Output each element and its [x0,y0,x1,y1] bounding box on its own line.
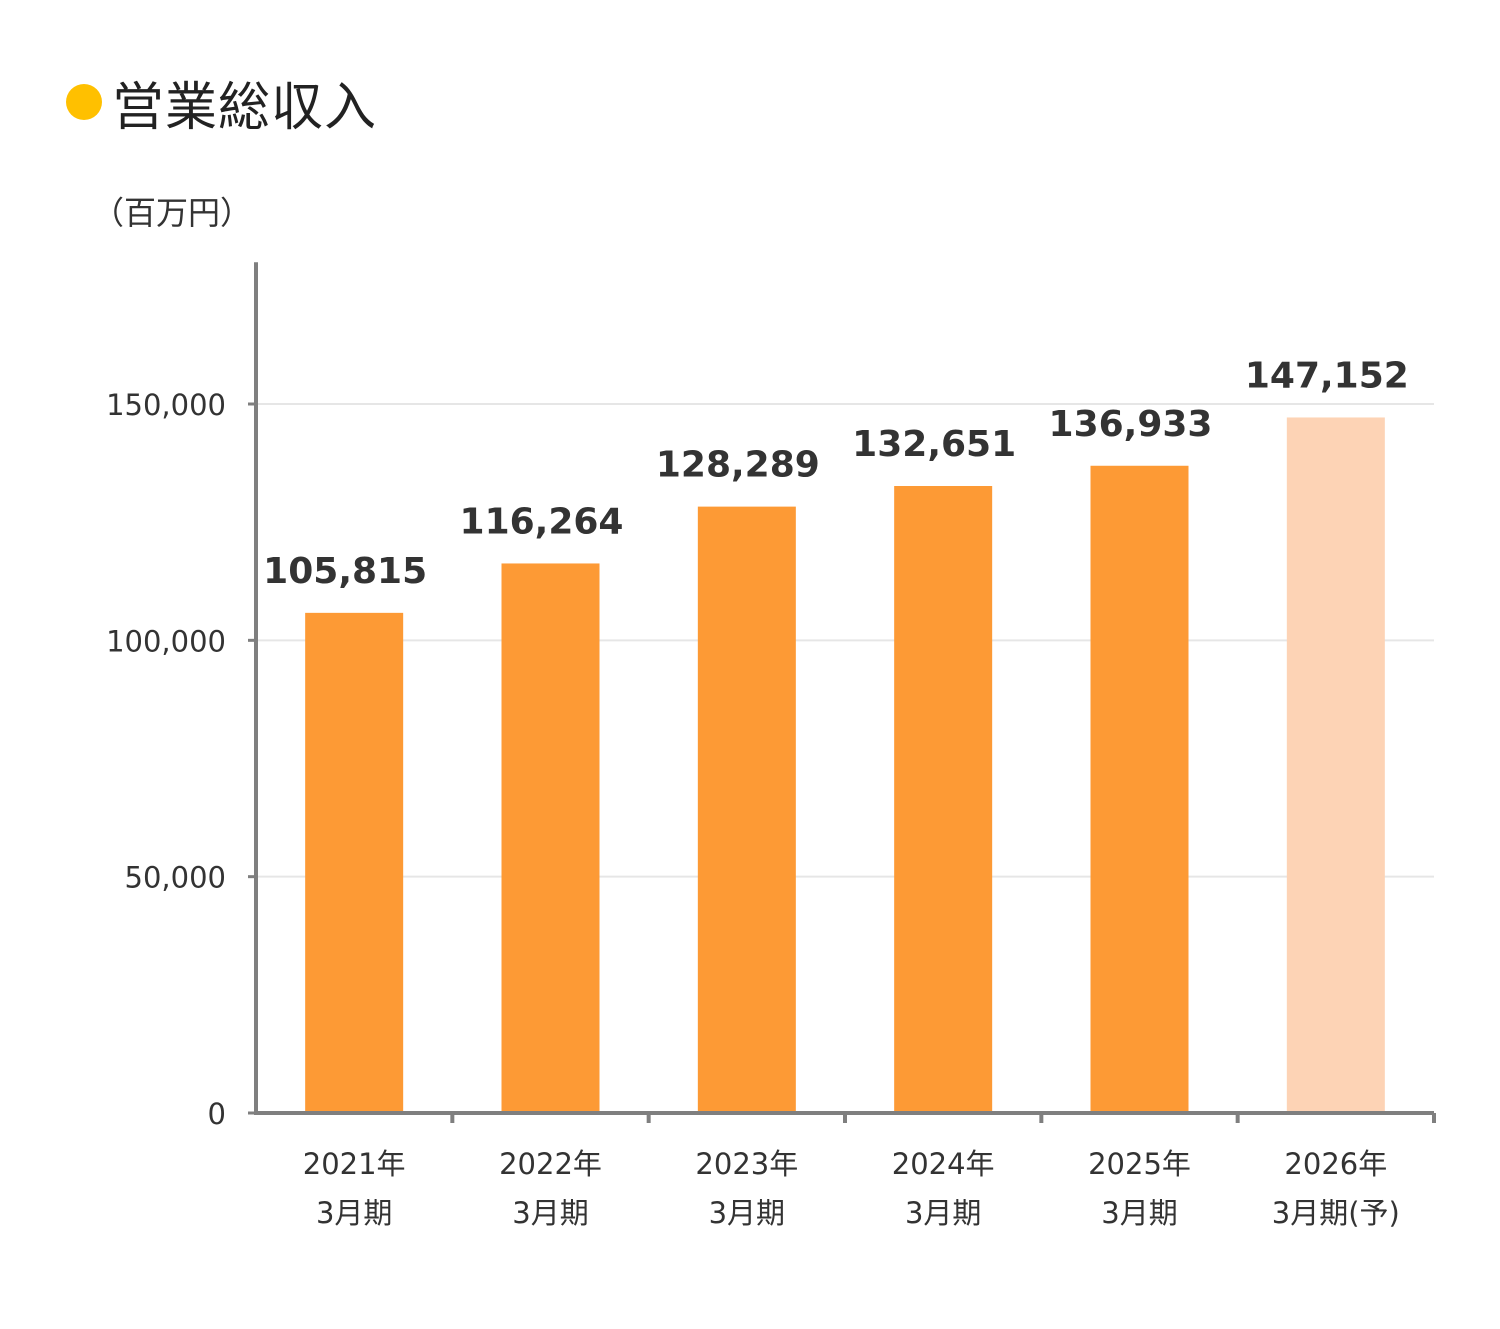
chart-title-row: 営業総収入 [66,70,377,138]
data-label: 128,289 [656,445,820,486]
y-tick-label: 50,000 [125,861,226,895]
x-tick-label: 2026年 [1284,1147,1387,1181]
y-axis-unit-label: （百万円） [92,194,253,232]
x-tick-label: 2021年 [303,1147,406,1181]
x-tick-label: 3月期 [1101,1196,1177,1230]
x-tick-label: 2025年 [1088,1147,1191,1181]
y-tick-label: 100,000 [106,624,226,658]
bar [697,506,796,1113]
data-label: 136,933 [1049,404,1213,445]
bar [501,563,600,1113]
x-tick-label: 2024年 [892,1147,995,1181]
data-label: 147,152 [1245,355,1409,396]
title-bullet-icon [66,84,102,120]
bar [1090,465,1189,1113]
x-tick-label: 3月期 [905,1196,981,1230]
data-label: 105,815 [263,551,427,592]
bar [305,612,404,1113]
y-tick-label: 150,000 [106,388,226,422]
x-tick-label: 3月期 [709,1196,785,1230]
x-tick-label: 3月期 [512,1196,588,1230]
bar-forecast [1286,417,1385,1113]
data-label: 116,264 [460,501,624,542]
x-tick-label: 3月期 [316,1196,392,1230]
chart-title: 営業総収入 [112,77,378,138]
bar [894,486,993,1113]
x-tick-label: 2023年 [695,1147,798,1181]
x-tick-label: 3月期(予) [1272,1196,1400,1230]
y-tick-label: 0 [208,1097,226,1131]
data-label: 132,651 [852,424,1016,465]
x-tick-label: 2022年 [499,1147,602,1181]
